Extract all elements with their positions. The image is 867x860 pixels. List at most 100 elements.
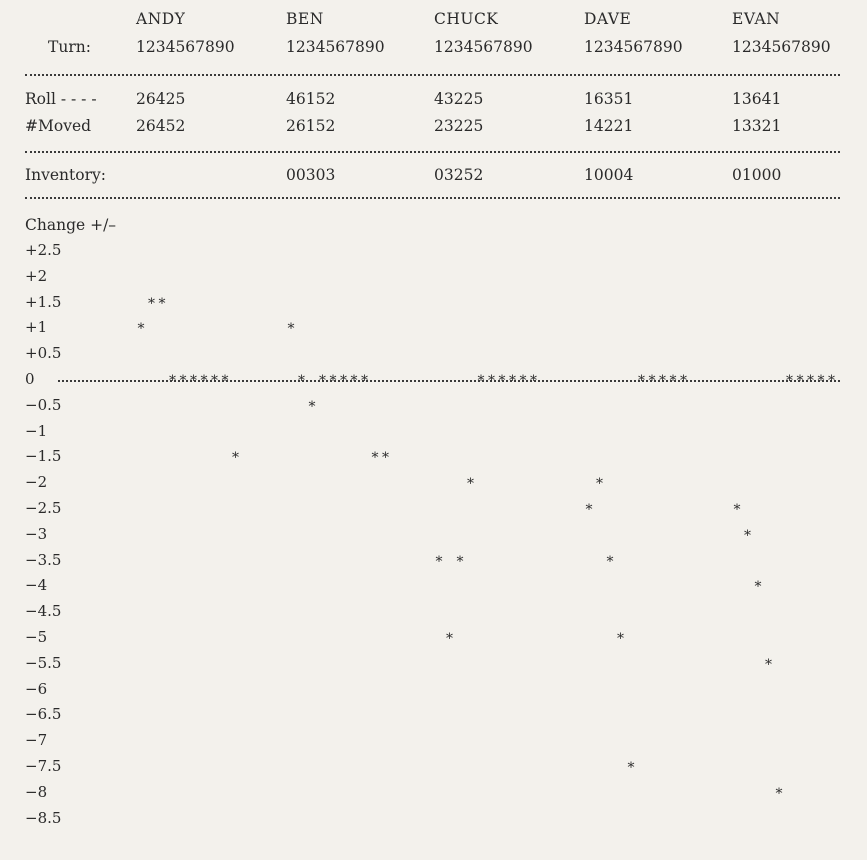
y-tick-label: −6	[25, 679, 48, 698]
moved-ben: 26152	[286, 117, 336, 135]
y-tick-label: −6.5	[25, 705, 62, 724]
data-point-andy: *	[137, 321, 145, 338]
data-point-andy: *	[148, 295, 155, 312]
data-point-andy: *	[190, 373, 197, 389]
moved-chuck: 23225	[434, 117, 484, 135]
data-point-ben: *	[308, 398, 316, 415]
data-point-evan: *	[765, 656, 772, 673]
y-tick-label: −5.5	[25, 653, 62, 672]
y-tick-label: −8.5	[25, 808, 62, 827]
y-tick-label: −0.5	[25, 395, 62, 414]
y-tick-label: −2.5	[25, 499, 62, 517]
roll-evan: 13641	[732, 90, 782, 108]
y-tick-label: −7	[25, 731, 48, 750]
data-point-evan: *	[807, 373, 814, 389]
data-point-dave: *	[596, 476, 603, 493]
bleed-through-texture	[40, 200, 840, 298]
data-point-dave: *	[585, 502, 593, 518]
y-tick-label: −3	[25, 524, 48, 543]
turn-label: Turn:	[48, 38, 91, 56]
data-point-ben: *	[298, 373, 305, 389]
moved-label: #Moved	[25, 117, 92, 135]
data-point-chuck: *	[519, 373, 527, 389]
data-point-ben: *	[319, 373, 326, 389]
y-tick-label: +1.5	[25, 292, 62, 311]
data-point-chuck: *	[488, 373, 495, 389]
data-point-andy: *	[211, 373, 218, 389]
y-tick-label: +2	[25, 266, 48, 285]
roll-dave: 16351	[584, 90, 634, 108]
y-tick-label: +2.5	[25, 241, 62, 259]
data-point-chuck: *	[530, 373, 537, 389]
y-tick-label: −4	[25, 576, 48, 595]
y-tick-label: −8	[25, 782, 48, 801]
data-point-andy: *	[179, 373, 187, 389]
inventory-evan: 01000	[732, 166, 782, 184]
turn-ben: 1234567890	[286, 38, 385, 56]
change-axis-label: Change +/–	[25, 216, 117, 234]
data-point-dave: *	[627, 760, 635, 776]
data-point-andy: *	[221, 373, 229, 389]
inventory-label: Inventory:	[25, 166, 106, 184]
y-tick-label: −4.5	[25, 602, 62, 621]
data-point-ben: *	[287, 321, 295, 338]
y-tick-label: −1.5	[25, 447, 62, 466]
data-point-dave: *	[638, 373, 645, 389]
separator-3	[25, 197, 840, 199]
data-point-andy: *	[232, 450, 239, 467]
data-point-chuck: *	[477, 373, 485, 389]
roll-chuck: 43225	[434, 90, 484, 108]
moved-dave: 14221	[584, 117, 634, 135]
player-name-andy: ANDY	[136, 10, 186, 28]
data-point-dave: *	[680, 373, 687, 389]
inventory-chuck: 03252	[434, 166, 484, 184]
y-tick-label: +1	[25, 318, 48, 337]
data-point-ben: *	[382, 450, 389, 467]
player-name-dave: DAVE	[584, 10, 632, 28]
inventory-ben: 00303	[286, 166, 336, 184]
data-point-andy: *	[169, 373, 176, 389]
turn-chuck: 1234567890	[434, 38, 533, 56]
roll-ben: 46152	[286, 90, 336, 108]
separator-1	[25, 74, 840, 76]
data-point-ben: *	[371, 450, 379, 467]
data-point-evan: *	[796, 373, 804, 389]
data-point-chuck: *	[456, 553, 464, 570]
data-point-ben: *	[350, 373, 358, 389]
zero-line	[58, 380, 840, 382]
data-point-chuck: *	[498, 373, 506, 389]
data-point-chuck: *	[467, 476, 474, 493]
data-point-ben: *	[329, 373, 337, 389]
y-tick-label: −3.5	[25, 550, 62, 569]
roll-andy: 26425	[136, 90, 186, 108]
data-point-evan: *	[817, 373, 825, 389]
data-point-dave: *	[617, 631, 624, 647]
data-point-evan: *	[828, 373, 835, 389]
y-tick-label: −2	[25, 473, 48, 492]
player-name-chuck: CHUCK	[434, 10, 499, 28]
y-tick-label: −5	[25, 628, 48, 646]
y-tick-label: 0	[25, 370, 35, 388]
data-point-evan: *	[754, 579, 762, 596]
data-point-chuck: *	[509, 373, 516, 389]
y-tick-label: +0.5	[25, 344, 62, 363]
player-name-ben: BEN	[286, 10, 324, 28]
data-point-andy: *	[200, 373, 208, 389]
turn-andy: 1234567890	[136, 38, 235, 56]
moved-evan: 13321	[732, 117, 782, 135]
moved-andy: 26452	[136, 117, 186, 135]
data-point-evan: *	[775, 785, 783, 802]
inventory-dave: 10004	[584, 166, 634, 184]
y-tick-label: −1	[25, 421, 48, 440]
player-name-evan: EVAN	[732, 10, 781, 28]
turn-evan: 1234567890	[732, 38, 831, 56]
data-point-chuck: *	[435, 553, 443, 570]
data-point-evan: *	[744, 527, 751, 544]
roll-label: Roll - - - -	[25, 90, 97, 108]
data-point-andy: *	[158, 295, 166, 312]
separator-2	[25, 151, 840, 153]
data-point-dave: *	[669, 373, 677, 389]
data-point-dave: *	[648, 373, 656, 389]
data-point-dave: *	[606, 553, 614, 570]
